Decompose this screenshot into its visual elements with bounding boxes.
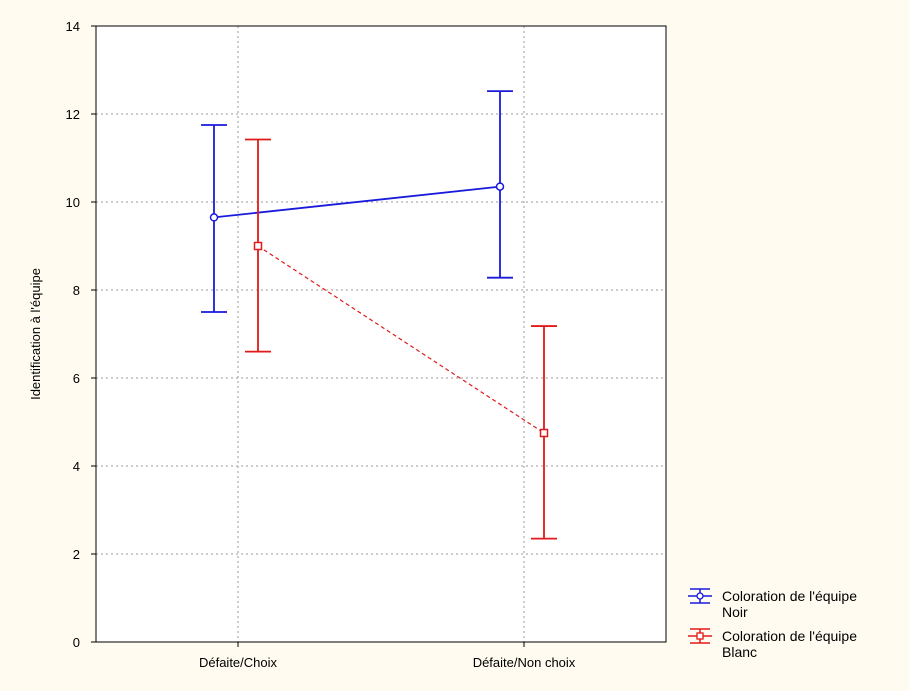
grid-lines bbox=[96, 26, 666, 642]
y-tick-label: 0 bbox=[73, 635, 80, 650]
y-tick-label: 14 bbox=[66, 19, 80, 34]
x-axis: Défaite/Choix Défaite/Non choix bbox=[199, 642, 576, 670]
data-point bbox=[539, 428, 549, 438]
legend-marker bbox=[696, 592, 704, 600]
y-tick-label: 2 bbox=[73, 547, 80, 562]
series-layer bbox=[201, 90, 557, 540]
legend-label: Blanc bbox=[722, 644, 757, 660]
legend-marker bbox=[696, 632, 704, 640]
y-tick-label: 10 bbox=[66, 195, 80, 210]
x-tick-label: Défaite/Non choix bbox=[473, 655, 576, 670]
y-axis: 0 2 4 6 8 10 12 14 bbox=[66, 19, 96, 650]
y-tick-label: 4 bbox=[73, 459, 80, 474]
legend-label: Noir bbox=[722, 604, 748, 620]
y-tick-label: 6 bbox=[73, 371, 80, 386]
series-2 bbox=[245, 138, 557, 540]
x-tick-label: Défaite/Choix bbox=[199, 655, 278, 670]
series-1 bbox=[201, 90, 513, 313]
y-axis-title: Identification à l'équipe bbox=[28, 268, 43, 400]
series-line bbox=[257, 245, 545, 434]
series-line bbox=[213, 185, 501, 219]
legend-label: Coloration de l'équipe bbox=[722, 628, 857, 644]
plot-frame bbox=[95, 25, 667, 643]
plot-area bbox=[96, 26, 666, 642]
data-point bbox=[495, 182, 505, 191]
data-point bbox=[253, 241, 263, 251]
data-point bbox=[209, 213, 219, 222]
legend-label: Coloration de l'équipe bbox=[722, 588, 857, 604]
y-tick-label: 12 bbox=[66, 107, 80, 122]
y-tick-label: 8 bbox=[73, 283, 80, 298]
